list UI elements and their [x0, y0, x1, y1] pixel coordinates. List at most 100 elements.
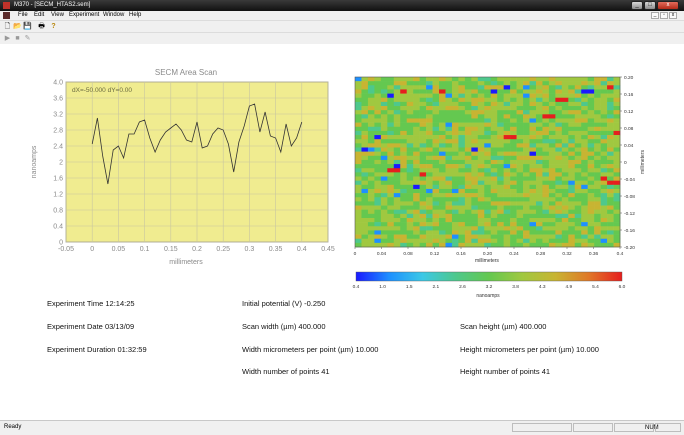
heatmap-cell — [464, 205, 472, 210]
heatmap-cell — [387, 135, 395, 140]
print-icon[interactable]: 🖶 — [38, 23, 45, 30]
menu-window[interactable]: Window — [103, 12, 125, 18]
heatmap-cell — [497, 201, 504, 206]
heatmap-cell — [555, 176, 563, 181]
heatmap-cell — [400, 118, 407, 123]
heatmap-cell — [574, 242, 582, 248]
heatmap-cell — [587, 193, 595, 198]
heatmap-cell — [497, 238, 504, 244]
heatmap-cell — [548, 106, 556, 111]
mdi-minimize-button[interactable]: _ — [651, 12, 659, 19]
heatmap-cell — [393, 197, 401, 202]
heatmap-cell — [523, 106, 530, 111]
maximize-button[interactable]: □ — [644, 1, 656, 10]
save-icon[interactable]: 💾 — [23, 23, 32, 30]
heatmap-cell — [477, 101, 485, 107]
heatmap-cell — [523, 89, 530, 94]
heatmap-cell — [451, 114, 459, 119]
heatmap-cell — [419, 114, 427, 119]
heatmap-cell — [510, 143, 517, 148]
heatmap-cell — [374, 126, 382, 132]
heatmap-cell — [587, 209, 595, 215]
heatmap-cell — [477, 172, 485, 177]
heatmap-cell — [613, 213, 621, 219]
heatmap-cell — [471, 205, 479, 210]
heatmap-cell — [355, 180, 362, 186]
heatmap-cell — [477, 81, 485, 86]
mdi-close-button[interactable]: x — [669, 12, 677, 19]
heatmap-cell — [516, 151, 524, 157]
heatmap-cell — [542, 188, 550, 194]
heatmap-cell — [477, 151, 485, 157]
experiment-duration: Experiment Duration 01:32:59 — [47, 345, 147, 354]
heatmap-cell — [594, 118, 601, 123]
heatmap-cell — [490, 164, 498, 169]
heatmap-cell — [613, 238, 621, 244]
heatmap-cell — [594, 85, 601, 90]
heatmap-cell — [471, 143, 479, 148]
heatmap-cell — [600, 118, 608, 123]
heatmap-cell — [594, 106, 601, 111]
heatmap-cell — [497, 151, 504, 157]
heatmap-cell — [516, 234, 524, 240]
heatmap-cell — [432, 222, 440, 227]
heatmap-cell — [503, 193, 511, 198]
close-button[interactable]: x — [657, 1, 679, 10]
menu-file[interactable]: File — [18, 12, 28, 18]
menu-experiment[interactable]: Experiment — [69, 12, 100, 18]
heatmap-cell — [490, 230, 498, 235]
heatmap-cell — [594, 193, 601, 198]
menu-view[interactable]: View — [51, 12, 64, 18]
open-folder-icon[interactable]: 📂 — [13, 23, 22, 30]
heatmap-cell — [393, 139, 401, 144]
heatmap-cell — [594, 151, 601, 157]
heatmap-cell — [548, 226, 556, 231]
heatmap-cell — [523, 180, 530, 186]
heatmap-cell — [464, 130, 472, 136]
heatmap-cell — [380, 101, 388, 107]
stop-icon[interactable]: ■ — [15, 35, 20, 42]
heatmap-cell — [393, 226, 401, 231]
heatmap-cell — [477, 126, 485, 132]
pen-icon[interactable]: ✎ — [24, 35, 31, 42]
heatmap-cell — [555, 230, 563, 235]
heatmap-cell — [510, 114, 517, 119]
heatmap-cell — [607, 242, 614, 248]
heatmap-cell — [548, 101, 556, 107]
new-file-icon[interactable]: 🗋 — [4, 23, 11, 30]
heatmap-cell — [387, 213, 395, 219]
heatmap-cell — [594, 101, 601, 107]
menu-edit[interactable]: Edit — [34, 12, 45, 18]
play-icon[interactable]: ▶ — [4, 35, 11, 42]
heatmap-cell — [594, 114, 601, 119]
heatmap-cell — [426, 101, 433, 107]
minimize-button[interactable]: _ — [631, 1, 643, 10]
mdi-restore-button[interactable]: ▫ — [660, 12, 668, 19]
heatmap-cell — [555, 151, 563, 157]
heatmap-cell — [445, 97, 453, 103]
heatmap-cell — [503, 122, 511, 128]
heatmap-cell — [413, 217, 420, 223]
heatmap-x-tick-label: 0.16 — [456, 251, 466, 257]
heatmap-cell — [568, 77, 576, 82]
heatmap-cell — [581, 164, 588, 169]
heatmap-cell — [542, 197, 550, 202]
heatmap-cell — [510, 147, 517, 152]
heatmap-cell — [587, 242, 595, 248]
heatmap-cell — [497, 110, 504, 115]
heatmap-cell — [464, 97, 472, 103]
heatmap-cell — [581, 205, 588, 210]
heatmap-cell — [374, 234, 382, 240]
heatmap-cell — [587, 143, 595, 148]
heatmap-cell — [607, 217, 614, 223]
heatmap-cell — [367, 89, 375, 94]
menu-help[interactable]: Help — [129, 12, 142, 18]
help-icon[interactable]: ? — [51, 23, 56, 30]
heatmap-cell — [581, 155, 588, 161]
heatmap-cell — [367, 155, 375, 161]
heatmap-cell — [510, 93, 517, 99]
heatmap-cell — [568, 159, 576, 165]
heatmap-cell — [432, 130, 440, 136]
heatmap-cell — [419, 234, 427, 240]
y-tick-label: 2.4 — [53, 144, 63, 151]
